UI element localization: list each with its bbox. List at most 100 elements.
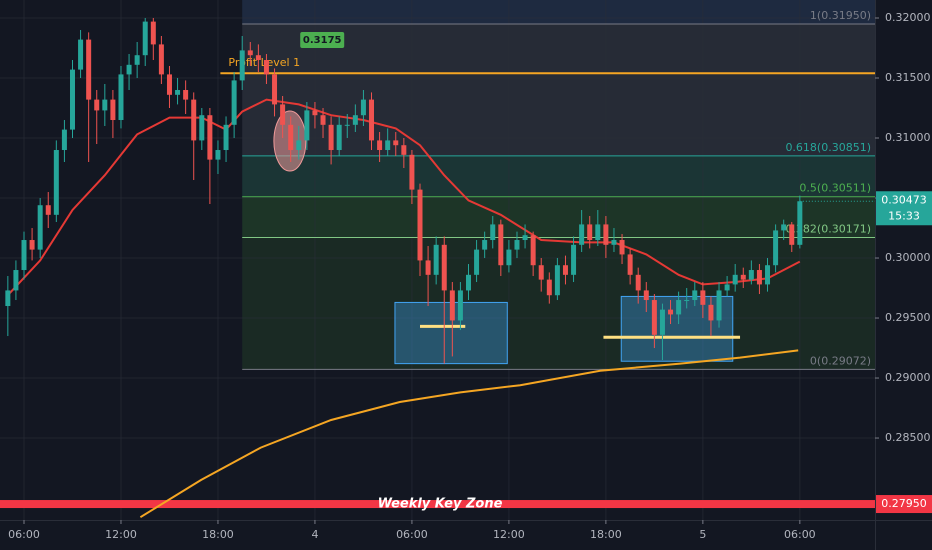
candle-body	[110, 99, 116, 121]
candle-body	[352, 115, 358, 125]
candle-body	[263, 60, 269, 75]
x-tick-label: 18:00	[202, 528, 234, 541]
candle-body	[603, 224, 609, 245]
fib-label: 1(0.31950)	[810, 9, 871, 22]
candle-body	[619, 240, 625, 255]
candle-body	[280, 104, 286, 125]
candle-body	[425, 260, 431, 275]
candle-body	[215, 150, 221, 160]
candle-body	[546, 279, 552, 296]
y-tick-label: 0.30000	[885, 251, 931, 264]
candle-body	[627, 254, 633, 275]
plot: 1(0.31950) 0.618(0.30851) 0.5(0.30511) 0.38…	[0, 0, 875, 520]
candle-body	[223, 124, 229, 151]
candle-body	[5, 290, 11, 307]
candle-body	[465, 274, 471, 291]
candle-body	[199, 115, 205, 141]
fib-label: 0.5(0.30511)	[799, 182, 871, 195]
candle-body	[255, 55, 261, 61]
candle-body	[514, 240, 520, 250]
key-zone-price: 0.27950	[881, 497, 927, 510]
candle-body	[530, 235, 536, 266]
candle-body	[134, 55, 140, 65]
candle-body	[538, 265, 544, 280]
y-tick-label: 0.28500	[885, 431, 931, 444]
candle-body	[377, 140, 383, 151]
candle-body	[724, 284, 730, 291]
candle-body	[692, 290, 698, 301]
candle-body	[37, 205, 43, 250]
fib-zone	[242, 0, 875, 25]
fib-label: 0.618(0.30851)	[785, 141, 871, 154]
candle-body	[708, 304, 714, 321]
x-tick-label: 4	[311, 528, 318, 541]
candle-body	[684, 300, 690, 302]
candle-body	[789, 224, 795, 245]
candle-body	[482, 240, 488, 250]
candle-body	[336, 124, 342, 151]
candle-body	[272, 74, 278, 105]
candle-body	[668, 309, 674, 315]
x-tick-label: 06:00	[784, 528, 816, 541]
x-tick-label: 5	[699, 528, 706, 541]
candle-body	[166, 74, 172, 95]
candle-body	[86, 39, 92, 100]
fib-label: 0.382(0.30171)	[785, 222, 871, 235]
candle-body	[13, 270, 19, 291]
candle-body	[643, 290, 649, 301]
candle-body	[29, 240, 35, 250]
candle-body	[393, 140, 399, 146]
candle-body	[231, 80, 237, 125]
candle-body	[45, 205, 51, 215]
candle-body	[385, 140, 391, 151]
candle-body	[449, 290, 455, 321]
candle-body	[781, 224, 787, 231]
candle-body	[554, 265, 560, 296]
candle-body	[344, 124, 350, 126]
candle-body	[740, 274, 746, 280]
key-zone-title: Weekly Key Zone	[378, 497, 503, 512]
candle-body	[587, 224, 593, 241]
x-tick-label: 18:00	[590, 528, 622, 541]
fib-label: 0(0.29072)	[810, 354, 871, 367]
candle-body	[78, 39, 84, 70]
candle-body	[102, 99, 108, 111]
candle-body	[765, 265, 771, 285]
last-price-label: 0.30473	[881, 193, 927, 206]
candle-body	[676, 300, 682, 315]
candle-body	[191, 99, 197, 141]
y-tick-label: 0.29500	[885, 311, 931, 324]
candle-body	[716, 290, 722, 321]
candle-body	[611, 240, 617, 245]
last-price-tag	[876, 191, 932, 226]
candle-body	[700, 290, 706, 305]
countdown-label: 15:33	[888, 209, 920, 222]
candle-body	[571, 244, 577, 275]
candle-body	[369, 99, 375, 141]
x-tick-label: 06:00	[396, 528, 428, 541]
fib-zone	[242, 155, 875, 197]
y-tick-label: 0.32000	[885, 11, 931, 24]
candle-body	[296, 140, 302, 151]
key-zone-tag	[876, 495, 932, 514]
price-note: 0.3175	[303, 35, 342, 46]
candle-body	[748, 270, 754, 280]
key-zone	[0, 500, 875, 509]
candle-body	[61, 129, 67, 151]
candle-body	[320, 115, 326, 125]
candle-body	[474, 249, 480, 275]
candle-body	[659, 309, 665, 335]
candle-body	[401, 145, 407, 155]
candle-body	[409, 154, 415, 190]
candle-body	[651, 300, 657, 335]
candle-body	[175, 90, 181, 95]
candle-body	[562, 265, 568, 275]
candle-body	[756, 270, 762, 285]
candle-body	[150, 21, 156, 45]
candle-body	[288, 124, 294, 151]
candle-body	[94, 99, 100, 111]
y-tick-label: 0.31500	[885, 71, 931, 84]
candle-body	[247, 50, 253, 56]
x-tick-label: 06:00	[8, 528, 40, 541]
